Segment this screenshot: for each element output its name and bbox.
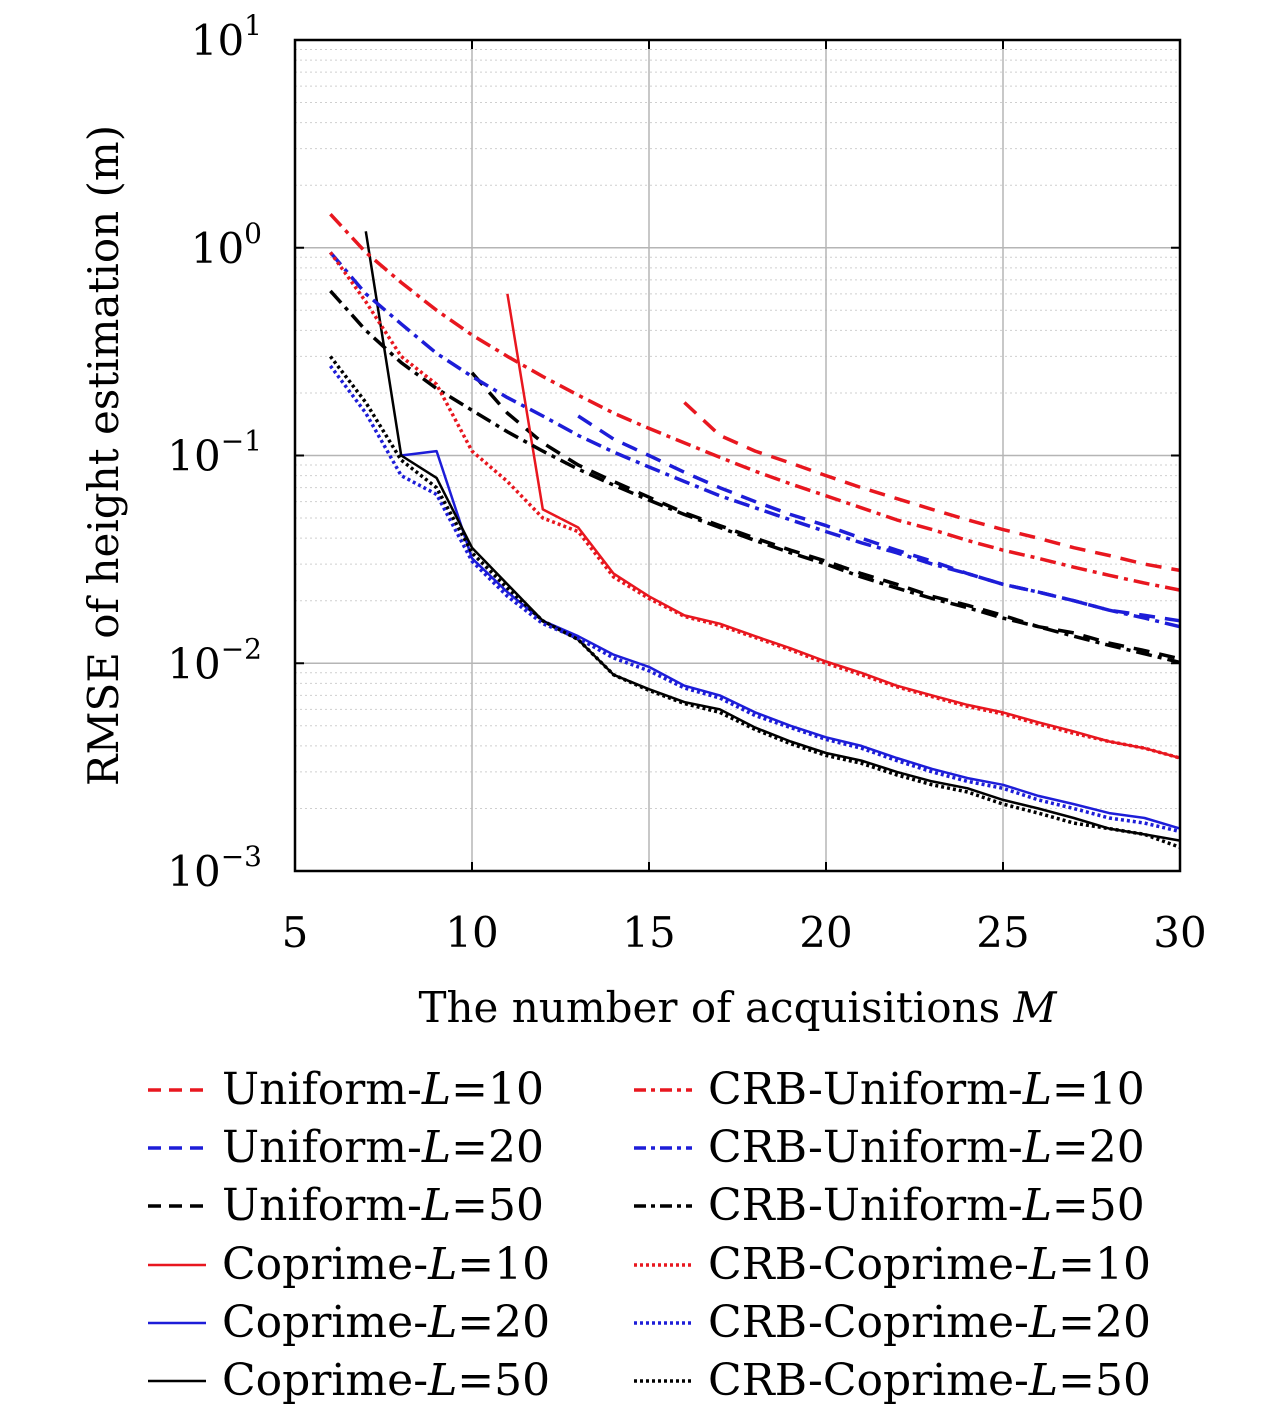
series-line [328, 364, 1181, 834]
y-axis-title: RMSE of height estimation (m) [79, 125, 128, 786]
x-tick-label: 20 [799, 908, 852, 957]
series-line [506, 293, 1181, 760]
legend-label: CRB-Coprime-L=20 [708, 1297, 1151, 1348]
y-tick-label: 10−1 [167, 425, 262, 481]
x-tick-label: 15 [622, 908, 675, 957]
x-tick-label: 25 [976, 908, 1029, 957]
x-tick-label: 30 [1153, 908, 1206, 957]
series-line [401, 449, 1181, 830]
legend-label: Coprime-L=10 [222, 1239, 550, 1290]
series-line [329, 251, 1181, 629]
series-line [364, 231, 1181, 842]
legend-label: CRB-Uniform-L=20 [708, 1122, 1145, 1173]
legend-label: CRB-Uniform-L=50 [708, 1180, 1145, 1231]
series-line [470, 371, 1181, 661]
legend-label: Uniform-L=50 [222, 1180, 544, 1231]
x-tick-label: 10 [445, 908, 498, 957]
series-line [683, 401, 1181, 573]
x-tick-label: 5 [282, 908, 309, 957]
y-tick-label: 10−2 [167, 632, 262, 688]
series-line [329, 355, 1181, 849]
legend-label: Uniform-L=20 [222, 1122, 544, 1173]
y-tick-label: 101 [191, 9, 262, 65]
legend-label: Coprime-L=50 [222, 1355, 550, 1406]
legend-label: CRB-Coprime-L=10 [708, 1239, 1151, 1290]
legend-label: Uniform-L=10 [222, 1064, 544, 1115]
legend-label: Coprime-L=20 [222, 1297, 550, 1348]
legend-label: CRB-Coprime-L=50 [708, 1355, 1151, 1406]
series-line [577, 414, 1181, 623]
series-line [328, 251, 1181, 760]
y-tick-label: 100 [191, 217, 262, 273]
grid [294, 39, 1181, 872]
axis-ticks: 5 10 15 20 25 30 10−3 10−2 10−1 100 101 [167, 9, 1206, 957]
legend: Uniform-L=10 Uniform-L=20 Uniform-L=50 Copr… [148, 1064, 1151, 1406]
legend-label: CRB-Uniform-L=10 [708, 1064, 1145, 1115]
y-tick-label: 10−3 [167, 840, 262, 896]
series-line [329, 289, 1181, 665]
series-lines [328, 213, 1181, 849]
x-axis-title: The number of acquisitions M [418, 983, 1057, 1032]
